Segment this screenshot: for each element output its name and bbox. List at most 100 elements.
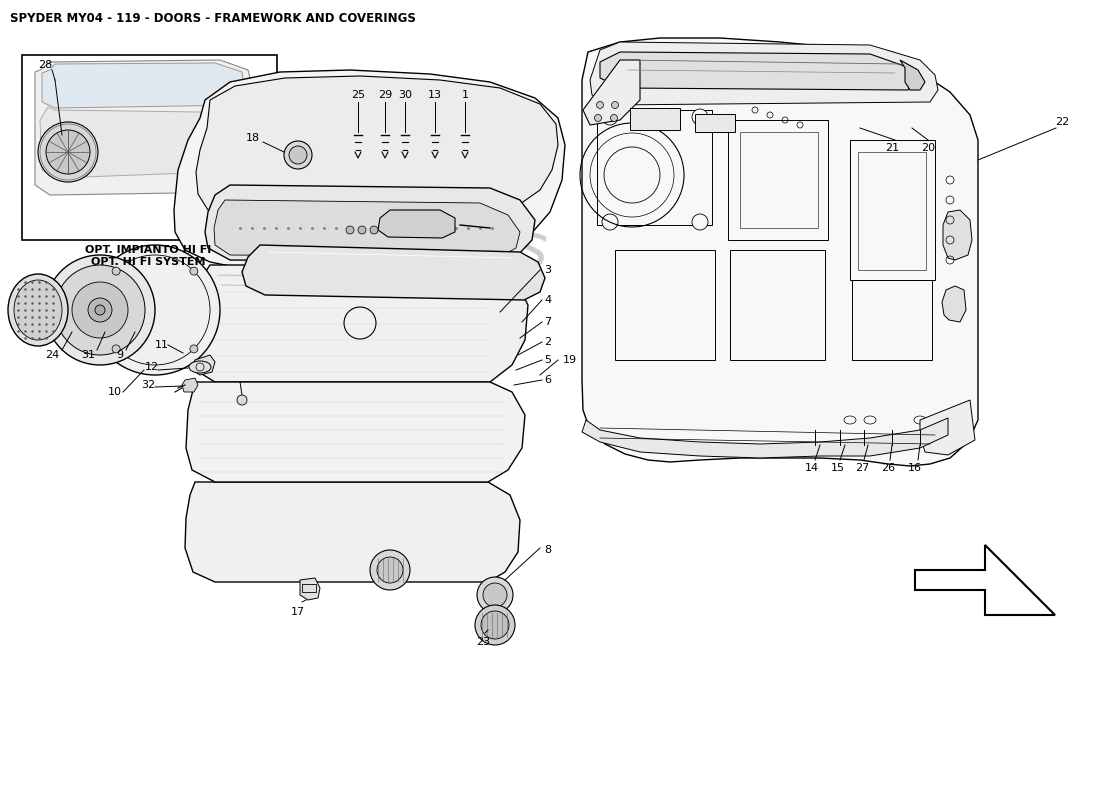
Polygon shape: [900, 60, 925, 90]
Circle shape: [475, 605, 515, 645]
Text: 21: 21: [884, 143, 899, 153]
Bar: [22, 55, 277, 240]
Polygon shape: [182, 378, 198, 392]
Text: 2: 2: [544, 337, 551, 347]
Text: 25: 25: [351, 90, 365, 100]
Text: 26: 26: [881, 463, 895, 473]
Text: 19: 19: [563, 355, 578, 365]
Text: 23: 23: [476, 637, 491, 647]
Bar: [597, 110, 712, 225]
Text: 32: 32: [141, 380, 155, 390]
Circle shape: [236, 395, 248, 405]
Circle shape: [112, 345, 120, 353]
Text: 18: 18: [246, 133, 260, 143]
Circle shape: [692, 214, 708, 230]
Circle shape: [483, 583, 507, 607]
Text: 20: 20: [921, 143, 935, 153]
Text: 10: 10: [108, 387, 122, 397]
Circle shape: [55, 265, 145, 355]
Circle shape: [596, 102, 604, 109]
Text: SPYDER MY04 - 119 - DOORS - FRAMEWORK AND COVERINGS: SPYDER MY04 - 119 - DOORS - FRAMEWORK AN…: [10, 12, 416, 25]
Polygon shape: [196, 76, 558, 228]
Circle shape: [612, 102, 618, 109]
Circle shape: [190, 345, 198, 353]
Bar: [852, 280, 932, 360]
Text: 5: 5: [544, 355, 551, 365]
Circle shape: [370, 550, 410, 590]
Text: 22: 22: [1055, 117, 1069, 127]
Polygon shape: [242, 245, 544, 300]
Bar: [615, 250, 715, 360]
Circle shape: [39, 122, 98, 182]
Text: 3: 3: [544, 265, 551, 275]
Bar: [850, 140, 935, 280]
Polygon shape: [915, 545, 1055, 615]
Circle shape: [358, 226, 366, 234]
Polygon shape: [40, 107, 230, 178]
Text: 16: 16: [908, 463, 922, 473]
Circle shape: [481, 611, 509, 639]
Text: 1: 1: [462, 90, 469, 100]
Polygon shape: [590, 42, 938, 105]
Bar: [858, 152, 926, 270]
Bar: [728, 120, 828, 240]
Polygon shape: [583, 60, 640, 125]
Circle shape: [594, 114, 602, 122]
Text: 7: 7: [544, 317, 551, 327]
Circle shape: [346, 226, 354, 234]
Circle shape: [90, 245, 220, 375]
Polygon shape: [35, 60, 252, 195]
Polygon shape: [942, 286, 966, 322]
Text: 8: 8: [544, 545, 551, 555]
Bar: [740, 132, 818, 228]
Circle shape: [112, 267, 120, 275]
Polygon shape: [214, 200, 520, 257]
Text: 11: 11: [155, 340, 169, 350]
Text: 28: 28: [37, 60, 52, 70]
Polygon shape: [42, 63, 244, 108]
Circle shape: [190, 267, 198, 275]
Text: 14: 14: [805, 463, 820, 473]
Polygon shape: [188, 265, 528, 382]
Polygon shape: [192, 355, 215, 375]
Text: 13: 13: [428, 90, 442, 100]
Text: eurospares: eurospares: [226, 158, 554, 282]
Bar: [730, 250, 825, 360]
Text: 4: 4: [544, 295, 551, 305]
Circle shape: [602, 214, 618, 230]
Bar: [302, 584, 316, 592]
Polygon shape: [920, 400, 975, 455]
Circle shape: [46, 130, 90, 174]
Ellipse shape: [189, 361, 211, 373]
Polygon shape: [185, 482, 520, 582]
Circle shape: [72, 282, 128, 338]
Polygon shape: [943, 210, 972, 260]
Circle shape: [284, 141, 312, 169]
Polygon shape: [378, 210, 455, 238]
Polygon shape: [600, 52, 912, 90]
Circle shape: [377, 557, 403, 583]
Text: 9: 9: [117, 350, 123, 360]
Polygon shape: [582, 38, 978, 466]
Polygon shape: [186, 382, 525, 482]
Circle shape: [370, 226, 378, 234]
Text: 6: 6: [544, 375, 551, 385]
Text: OPT. IMPIANTO HI FI: OPT. IMPIANTO HI FI: [85, 245, 211, 255]
Circle shape: [88, 298, 112, 322]
Text: 12: 12: [145, 362, 160, 372]
Text: 30: 30: [398, 90, 412, 100]
Ellipse shape: [14, 280, 62, 340]
Ellipse shape: [8, 274, 68, 346]
Text: 17: 17: [290, 607, 305, 617]
Circle shape: [95, 305, 104, 315]
Text: OPT. HI FI SYSTEM: OPT. HI FI SYSTEM: [90, 257, 206, 267]
Polygon shape: [300, 578, 320, 600]
Bar: [695, 114, 735, 132]
Text: 29: 29: [378, 90, 392, 100]
Circle shape: [289, 146, 307, 164]
Circle shape: [45, 255, 155, 365]
Bar: [630, 108, 680, 130]
Text: 27: 27: [855, 463, 869, 473]
Circle shape: [692, 109, 708, 125]
Polygon shape: [205, 185, 535, 262]
